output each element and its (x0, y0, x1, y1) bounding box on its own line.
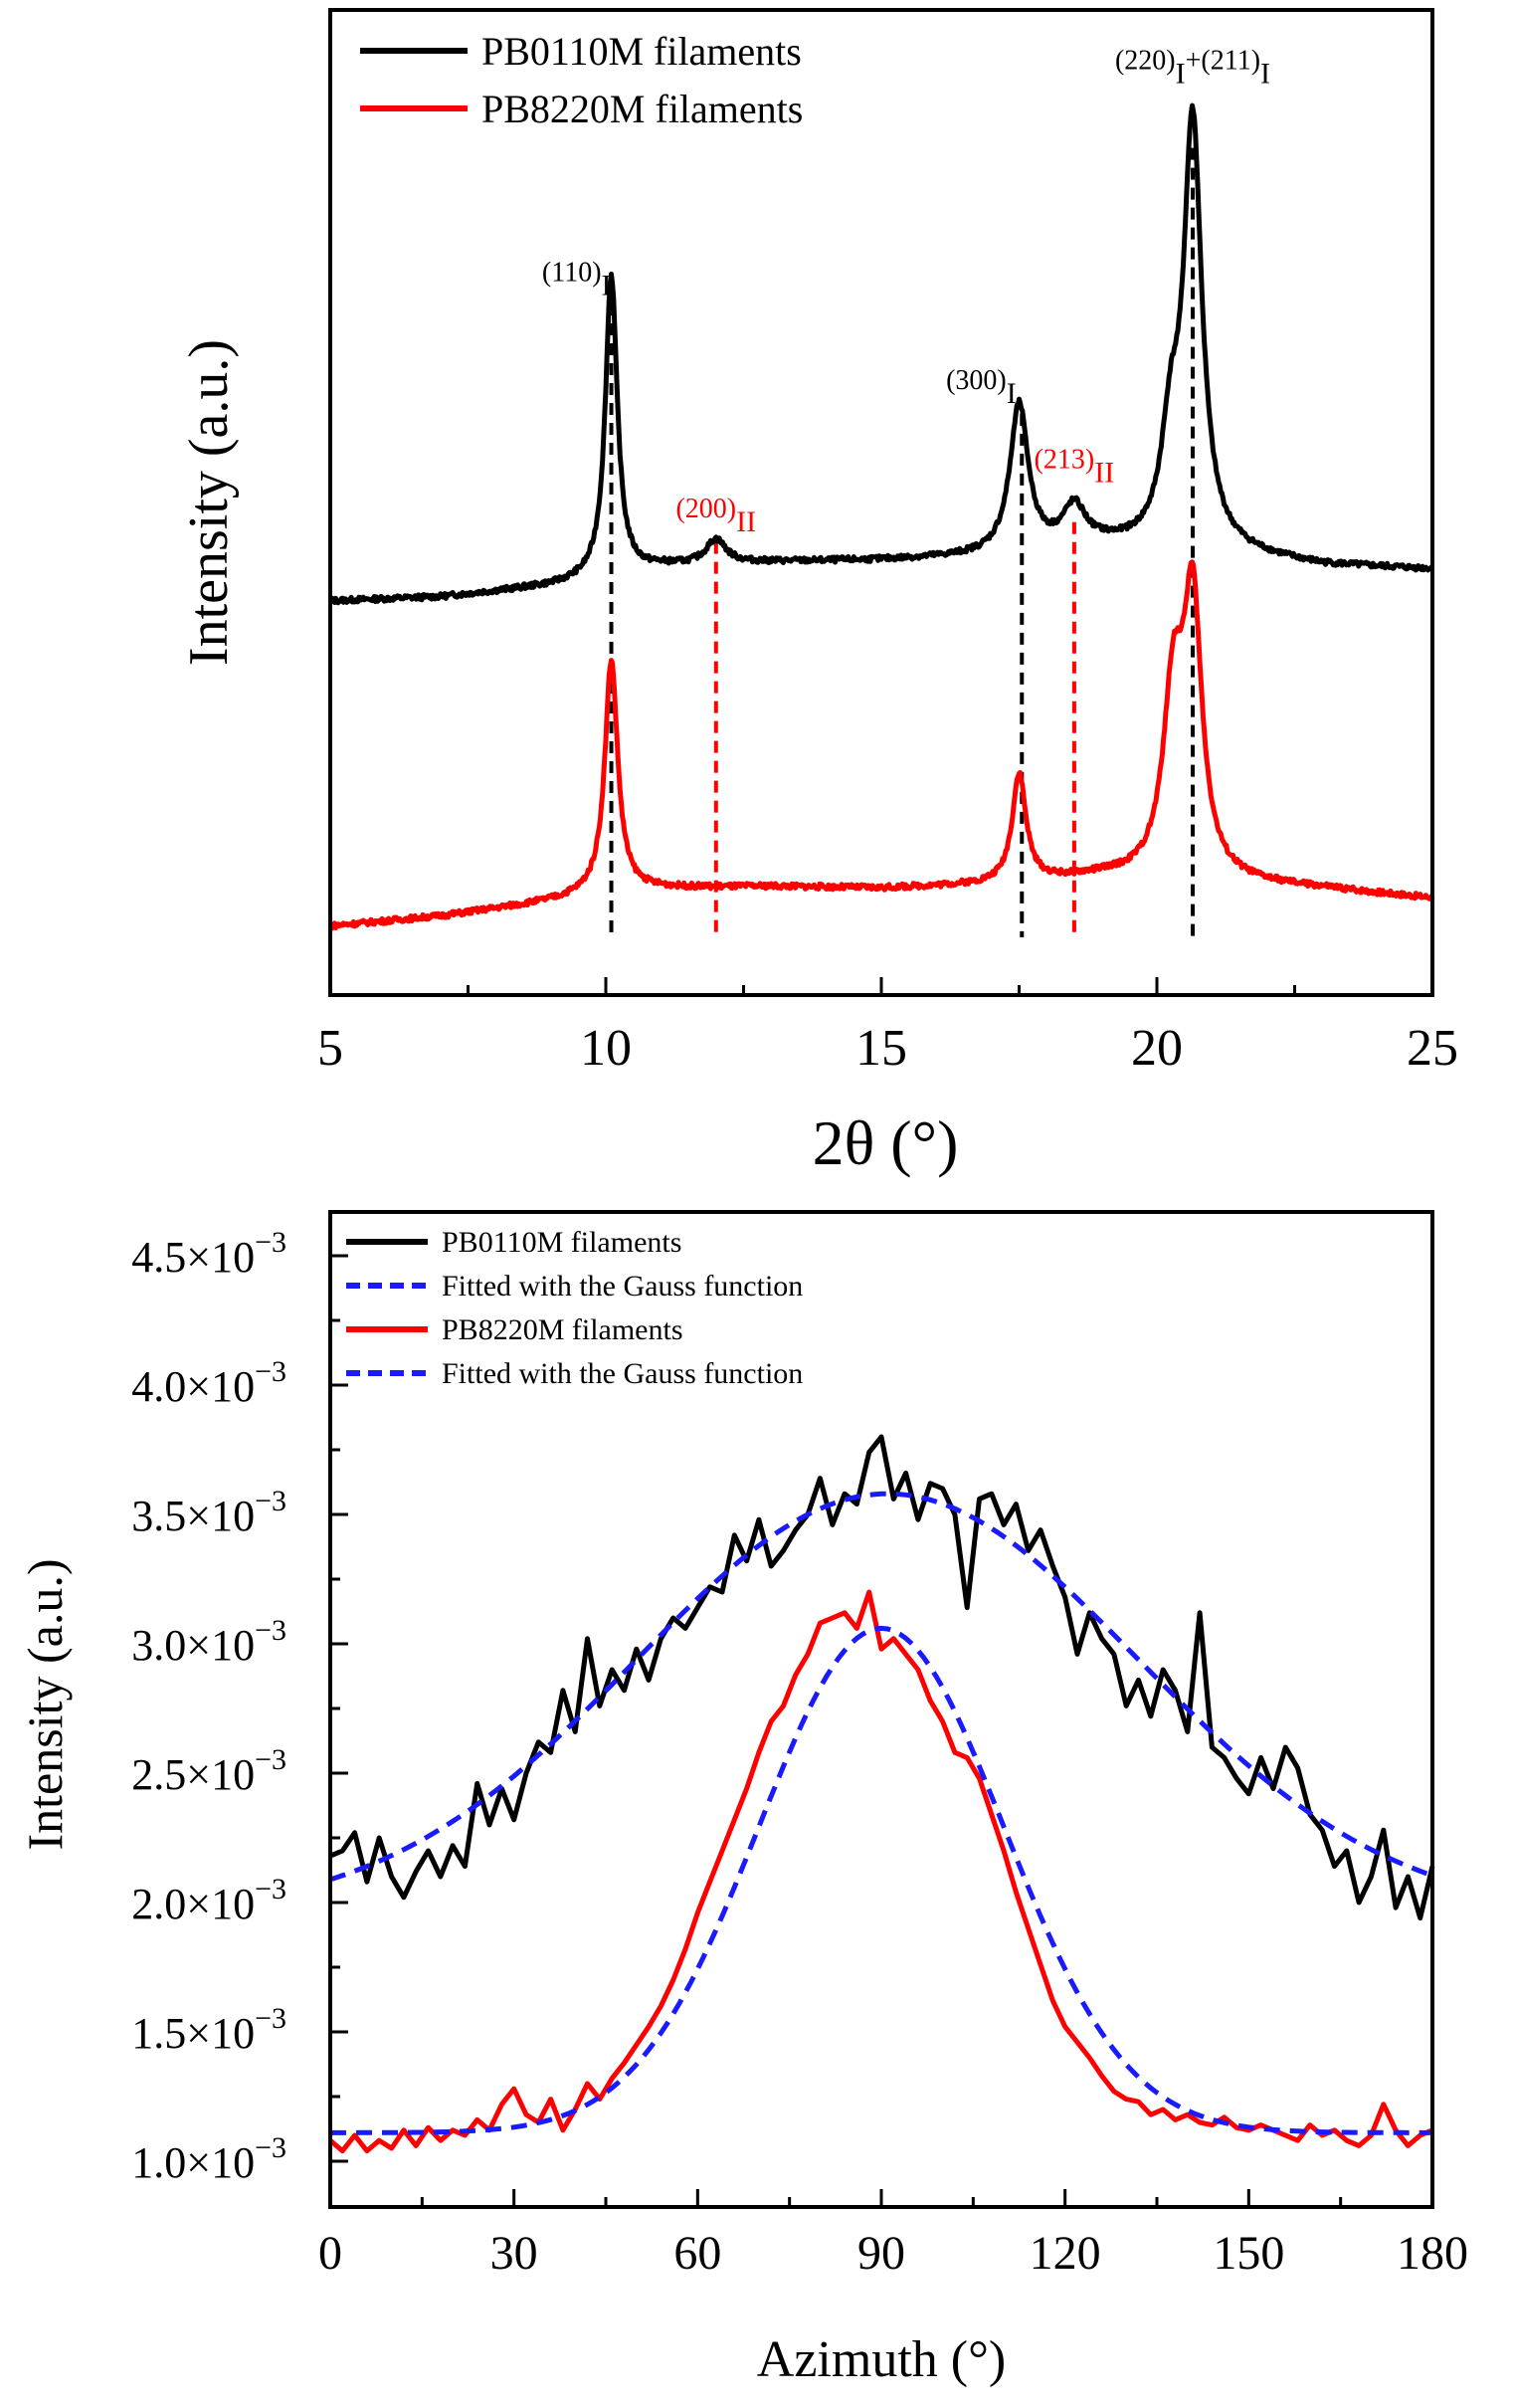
y-tick-label: 4.0×10−3 (131, 1355, 286, 1411)
y-tick-label: 1.0×10−3 (131, 2131, 286, 2187)
x-tick-label: 25 (1407, 1020, 1458, 1077)
x-tick-label: 5 (317, 1020, 343, 1077)
x-tick-label: 60 (673, 2227, 721, 2280)
x-tick-label: 180 (1397, 2227, 1468, 2280)
x-tick-label: 10 (580, 1020, 632, 1077)
fit-curve-pb8220m (330, 1625, 1432, 2135)
y-tick-label: 4.5×10−3 (131, 1226, 286, 1282)
y-tick-label: 3.0×10−3 (131, 1614, 286, 1670)
azimuth-y-ticks: 1.0×10−3 1.5×10−3 2.0×10−3 2.5×10−3 3.0×10−3… (131, 1226, 348, 2187)
peak-label: (300)I (946, 365, 1017, 410)
peak-label: (220)I+(211)I (1115, 45, 1270, 90)
series-pb0110m-azimuth (329, 1434, 1435, 1921)
azimuth-plot-area (328, 1434, 1435, 2154)
peak-label: (213)II (1035, 444, 1115, 489)
y-tick-label: 2.5×10−3 (131, 1743, 286, 1799)
legend-label: PB0110M filaments (481, 29, 802, 74)
peak-label: (200)II (675, 494, 756, 538)
x-tick-label: 30 (490, 2227, 538, 2280)
legend-label: Fitted with the Gauss function (442, 1357, 803, 1390)
xrd-plot-area (328, 102, 1435, 937)
xrd-x-axis-label: 2θ (°) (813, 1107, 959, 1178)
x-tick-label: 0 (318, 2227, 342, 2280)
legend-label: PB8220M filaments (442, 1313, 683, 1346)
x-tick-label: 20 (1131, 1020, 1183, 1077)
azimuth-x-ticks: 0 30 60 90 120 150 180 (318, 2189, 1468, 2280)
series-pb8220m-xrd (328, 559, 1435, 931)
legend-label: PB8220M filaments (481, 87, 803, 131)
series-pb0110m-xrd (328, 102, 1434, 606)
xrd-y-axis-label: Intensity (a.u.) (178, 339, 240, 666)
xrd-panel: 5 10 15 20 25 2θ (°) Intensity (a.u.) PB0110… (178, 8, 1458, 1178)
xrd-peak-annotations: (110)I (200)II (300)I (213)II (220)I+(211)I (542, 45, 1270, 537)
y-tick-label: 2.0×10−3 (131, 1873, 286, 1928)
x-tick-label: 90 (857, 2227, 905, 2280)
azimuth-x-axis-label: Azimuth (°) (757, 2331, 1006, 2388)
xrd-legend: PB0110M filaments PB8220M filaments (360, 29, 803, 131)
peak-label: (110)I (542, 257, 612, 301)
y-tick-label: 1.5×10−3 (131, 2002, 286, 2058)
azimuth-legend: PB0110M filaments Fitted with the Gauss f… (346, 1226, 803, 1390)
xrd-x-ticks: 5 10 15 20 25 (317, 977, 1458, 1077)
fit-curve-pb0110m (329, 1491, 1433, 1883)
series-pb8220m-azimuth (328, 1589, 1433, 2154)
x-tick-label: 15 (855, 1020, 907, 1077)
legend-label: Fitted with the Gauss function (442, 1270, 803, 1303)
azimuth-y-axis-label: Intensity (a.u.) (17, 1559, 73, 1851)
legend-label: PB0110M filaments (442, 1226, 681, 1259)
y-tick-label: 3.5×10−3 (131, 1485, 286, 1540)
azimuth-panel: 0 30 60 90 120 150 180 1.0×10−3 1.5×10−3 2.0×10−… (17, 1210, 1468, 2388)
x-tick-label: 150 (1213, 2227, 1284, 2280)
x-tick-label: 120 (1030, 2227, 1101, 2280)
